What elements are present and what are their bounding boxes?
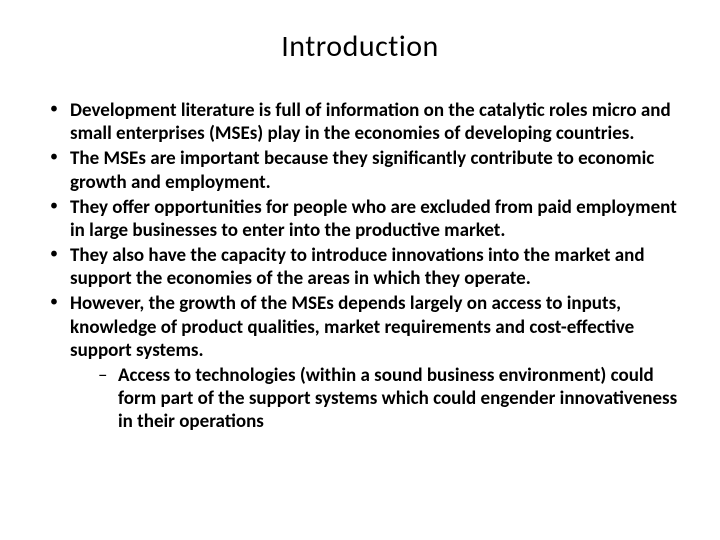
bullet-item: They also have the capacity to introduce… [44, 244, 682, 290]
bullet-text: The MSEs are important because they sign… [70, 147, 654, 193]
slide: Introduction Development literature is f… [0, 0, 720, 540]
bullet-item: They offer opportunities for people who … [44, 196, 682, 242]
bullet-list: Development literature is full of inform… [38, 99, 682, 433]
slide-title: Introduction [38, 28, 682, 65]
bullet-text: They also have the capacity to introduce… [70, 244, 645, 290]
bullet-item: However, the growth of the MSEs depends … [44, 292, 682, 433]
sub-bullet-text: Access to technologies (within a sound b… [118, 364, 677, 433]
bullet-text: They offer opportunities for people who … [70, 196, 677, 242]
sub-bullet-item: Access to technologies (within a sound b… [98, 364, 682, 434]
sub-bullet-list: Access to technologies (within a sound b… [70, 364, 682, 434]
bullet-item: Development literature is full of inform… [44, 99, 682, 145]
bullet-text: However, the growth of the MSEs depends … [70, 292, 634, 361]
bullet-item: The MSEs are important because they sign… [44, 147, 682, 193]
bullet-text: Development literature is full of inform… [70, 99, 671, 145]
